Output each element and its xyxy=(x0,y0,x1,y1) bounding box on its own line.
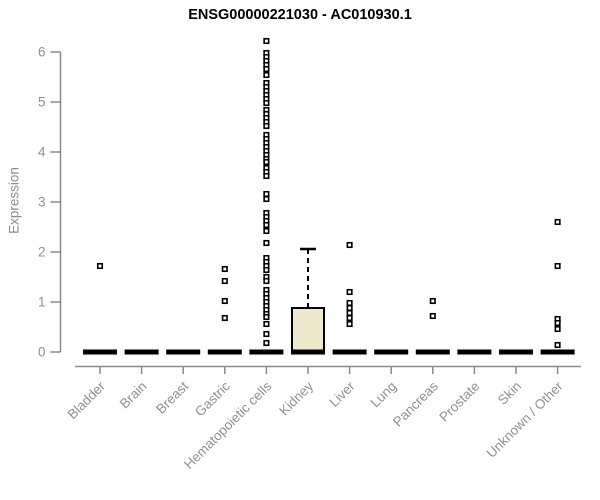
x-tick-label: Brain xyxy=(117,379,150,412)
outlier-point xyxy=(263,190,270,198)
outlier-point xyxy=(263,221,270,229)
x-tick-label: Skin xyxy=(495,379,524,408)
y-tick-label: 4 xyxy=(38,145,46,160)
outlier-point xyxy=(263,99,270,107)
outlier-point xyxy=(346,299,353,307)
y-tick-label: 3 xyxy=(38,195,46,210)
boxplot-median xyxy=(457,349,492,355)
outlier-point xyxy=(263,122,270,130)
y-tick-label: 2 xyxy=(38,245,46,260)
boxplot-median xyxy=(83,349,117,355)
y-tick-label: 0 xyxy=(38,345,46,360)
x-tick-label: Gastric xyxy=(192,378,233,419)
x-tick-label: Pancreas xyxy=(390,378,441,429)
outlier-point xyxy=(554,218,561,226)
boxplot-median xyxy=(291,349,325,355)
outlier-point xyxy=(221,277,228,285)
boxplot-median xyxy=(374,349,409,355)
outlier-point xyxy=(554,325,561,333)
outlier-point xyxy=(221,265,228,273)
outlier-point xyxy=(346,241,353,249)
outlier-point xyxy=(346,314,353,322)
x-tick-label: Unknown / Other xyxy=(483,378,566,461)
outlier-point xyxy=(263,330,270,338)
chart-title: ENSG00000221030 - AC010930.1 xyxy=(188,7,412,23)
x-tick-label: Prostate xyxy=(436,379,482,425)
outlier-point xyxy=(554,319,561,327)
y-axis-label: Expression xyxy=(6,167,22,234)
boxplot-median xyxy=(332,349,367,355)
boxplot-median xyxy=(166,349,201,355)
outlier-point xyxy=(554,262,561,270)
outlier-point xyxy=(429,312,436,320)
y-tick-label: 6 xyxy=(38,45,46,60)
x-tick-label: Kidney xyxy=(276,378,316,418)
outlier-point xyxy=(221,297,228,305)
boxplot-box xyxy=(291,307,325,353)
outlier-point xyxy=(96,262,104,270)
outlier-point xyxy=(263,266,270,274)
x-tick-label: Liver xyxy=(326,378,358,410)
boxplot-median xyxy=(207,349,242,355)
boxplot-median xyxy=(249,349,284,355)
outlier-point xyxy=(263,71,270,79)
y-tick-label: 1 xyxy=(38,295,46,310)
boxplot-median xyxy=(499,349,533,355)
x-tick-label: Lung xyxy=(367,379,399,411)
boxplot-median xyxy=(540,349,575,355)
outlier-point xyxy=(346,288,353,296)
outlier-point xyxy=(263,65,270,73)
outlier-point xyxy=(263,239,270,247)
outlier-point xyxy=(263,195,270,203)
outlier-point xyxy=(263,172,270,180)
boxplot-median xyxy=(124,349,159,355)
outlier-point xyxy=(346,309,353,317)
outlier-point xyxy=(263,158,270,166)
outlier-point xyxy=(263,339,270,347)
boxplot-median xyxy=(415,349,450,355)
outlier-point xyxy=(221,314,228,322)
outlier-point xyxy=(429,297,436,305)
x-tick-label: Breast xyxy=(153,378,191,416)
outlier-point xyxy=(263,37,270,45)
outlier-point xyxy=(346,320,353,328)
outlier-point xyxy=(263,277,270,285)
outlier-point xyxy=(263,320,270,328)
outlier-point xyxy=(554,341,561,349)
outlier-point xyxy=(346,304,353,312)
outlier-point xyxy=(263,313,270,321)
y-tick-label: 5 xyxy=(38,95,46,110)
x-tick-label: Bladder xyxy=(65,378,109,422)
outlier-point xyxy=(263,227,270,235)
